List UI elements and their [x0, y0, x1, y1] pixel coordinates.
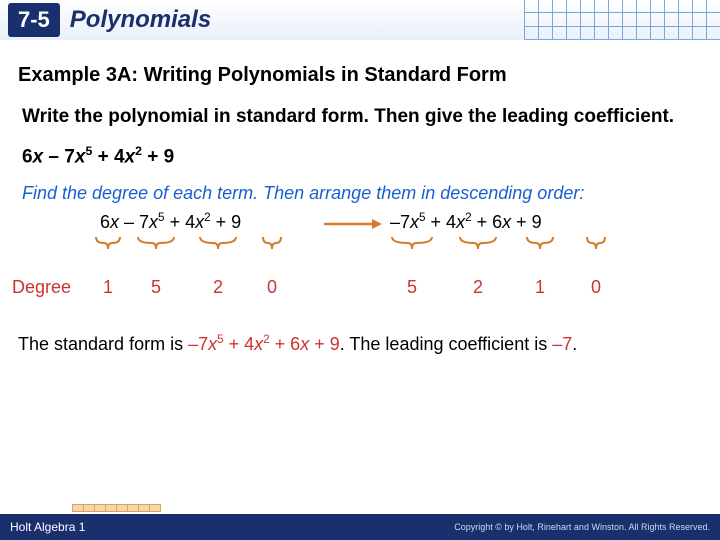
conclusion-text: The standard form is –7x5 + 4x2 + 6x + 9… — [18, 331, 688, 357]
footer: Holt Algebra 1 Copyright © by Holt, Rine… — [0, 514, 720, 540]
leading-coefficient: –7 — [552, 334, 572, 354]
conclusion-middle: . The leading coefficient is — [340, 334, 552, 354]
standard-form: –7x5 + 4x2 + 6x + 9 — [188, 334, 340, 354]
header: 7-5 Polynomials — [0, 0, 720, 40]
instruction-text: Write the polynomial in standard form. T… — [22, 105, 702, 130]
hint-text: Find the degree of each term. Then arran… — [22, 182, 702, 205]
lesson-title: Polynomials — [70, 6, 211, 34]
header-grid-decoration — [524, 0, 720, 40]
lesson-number-box: 7-5 — [8, 3, 60, 37]
book-title: Holt Algebra 1 — [10, 520, 85, 534]
polynomial-expression: 6x – 7x5 + 4x2 + 9 — [22, 144, 702, 168]
left-expression: 6x – 7x5 + 4x2 + 9 — [100, 211, 241, 233]
footer-decoration — [72, 504, 160, 514]
copyright-text: Copyright © by Holt, Rinehart and Winsto… — [454, 522, 710, 532]
right-expression: –7x5 + 4x2 + 6x + 9 — [390, 211, 542, 233]
degree-label: Degree — [12, 277, 71, 298]
example-title: Example 3A: Writing Polynomials in Stand… — [18, 64, 720, 87]
conclusion-prefix: The standard form is — [18, 334, 188, 354]
work-area: 6x – 7x5 + 4x2 + 9 –7x5 + 4x2 + 6x + 9 D… — [12, 211, 708, 321]
conclusion-suffix: . — [572, 334, 577, 354]
arrow-icon — [322, 215, 382, 233]
